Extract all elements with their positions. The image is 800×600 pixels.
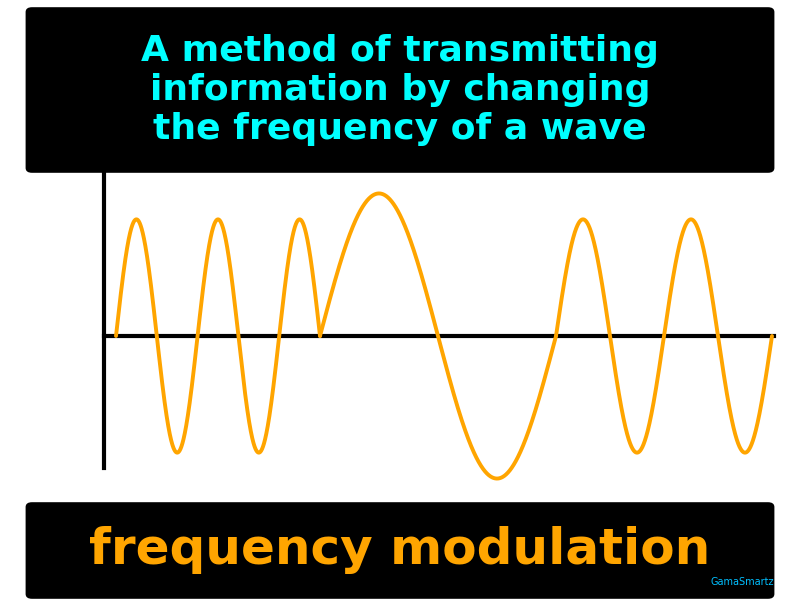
Text: GamaSmartz: GamaSmartz [711, 577, 774, 587]
Text: frequency modulation: frequency modulation [90, 527, 710, 575]
FancyBboxPatch shape [26, 502, 774, 599]
Text: A method of transmitting
information by changing
the frequency of a wave: A method of transmitting information by … [141, 34, 659, 146]
FancyBboxPatch shape [26, 7, 774, 173]
